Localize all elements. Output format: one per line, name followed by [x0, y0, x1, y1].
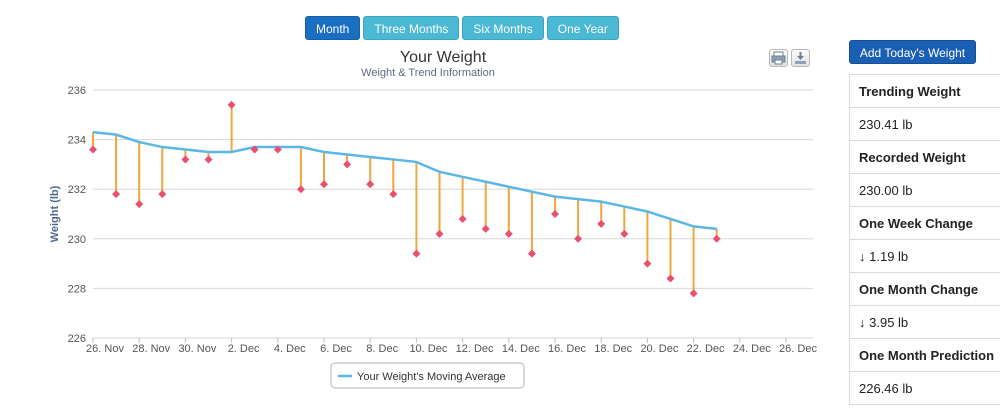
- tab-six-months[interactable]: Six Months: [462, 16, 544, 40]
- recorded-points: [89, 100, 721, 298]
- recorded-point: [366, 180, 375, 189]
- x-tick-label: 12. Dec: [456, 343, 494, 355]
- recorded-point: [296, 185, 305, 194]
- x-tick-label: 18. Dec: [594, 343, 632, 355]
- x-tick-label: 20. Dec: [640, 343, 678, 355]
- x-tick-label: 6. Dec: [320, 343, 352, 355]
- y-tick-label: 226: [68, 333, 86, 345]
- legend-box: [330, 362, 525, 389]
- recorded-point: [412, 249, 421, 258]
- tab-month[interactable]: Month: [305, 16, 361, 40]
- recorded-point: [320, 180, 328, 189]
- one-week-change-label: One Week Change: [849, 207, 1000, 240]
- legend-label: Your Weight's Moving Average: [357, 371, 506, 383]
- recorded-point: [574, 234, 583, 243]
- recorded-point: [620, 229, 629, 238]
- y-tick-label: 236: [68, 85, 86, 97]
- download-icon: [795, 52, 806, 64]
- trending-weight-value: 230.41 lb: [849, 108, 1000, 141]
- recorded-point: [504, 229, 513, 238]
- recorded-point: [250, 145, 259, 154]
- chart-legend[interactable]: Your Weight's Moving Average: [330, 362, 525, 389]
- x-tick-label: 14. Dec: [502, 343, 540, 355]
- recorded-point: [551, 210, 559, 218]
- recorded-weight-value: 230.00 lb: [849, 174, 1000, 207]
- range-tabs: Month Three Months Six Months One Year: [305, 16, 619, 40]
- x-tick-label: 2. Dec: [228, 343, 260, 355]
- print-button[interactable]: [769, 49, 788, 67]
- add-todays-weight-button[interactable]: Add Today's Weight: [849, 40, 976, 64]
- recorded-point: [273, 145, 282, 154]
- recorded-point: [527, 249, 536, 258]
- recorded-point: [158, 190, 167, 199]
- y-tick-label: 234: [68, 135, 86, 147]
- recorded-point: [204, 155, 213, 164]
- weight-chart: Your Weight Weight & Trend Information W…: [49, 49, 817, 389]
- download-button[interactable]: [791, 49, 810, 67]
- one-month-change-value: 3.95 lb: [869, 315, 909, 330]
- y-axis-label: Weight (lb): [49, 185, 61, 242]
- x-tick-label: 26. Dec: [779, 343, 817, 355]
- recorded-point: [435, 229, 444, 238]
- trending-weight-label: Trending Weight: [849, 75, 1000, 108]
- recorded-weight-label: Recorded Weight: [849, 141, 1000, 174]
- one-week-change-value: 1.19 lb: [869, 249, 909, 264]
- x-tick-label: 16. Dec: [548, 343, 586, 355]
- x-tick-label: 26. Nov: [86, 343, 124, 355]
- x-tick-label: 10. Dec: [409, 343, 447, 355]
- weight-chart-svg: Your Weight Weight & Trend Information W…: [49, 49, 817, 389]
- recorded-point: [227, 100, 236, 109]
- one-week-change-row: ↓ 1.19 lb: [849, 240, 1000, 273]
- recorded-point: [481, 224, 490, 233]
- recorded-point: [112, 190, 121, 199]
- one-month-prediction-label: One Month Prediction: [849, 339, 1000, 372]
- summary-panel: Add Today's Weight Trending Weight 230.4…: [849, 40, 1000, 405]
- y-tick-label: 230: [68, 234, 86, 246]
- y-tick-label: 232: [68, 184, 86, 196]
- x-tick-label: 30. Nov: [178, 343, 216, 355]
- deviation-stems: [92, 104, 718, 294]
- one-month-change-row: ↓ 3.95 lb: [849, 306, 1000, 339]
- recorded-point: [181, 155, 190, 164]
- recorded-point: [666, 274, 675, 283]
- down-arrow-icon: ↓: [859, 249, 866, 264]
- recorded-point: [458, 214, 467, 223]
- x-tick-label: 8. Dec: [366, 343, 398, 355]
- x-axis-ticks: 26. Nov 28. Nov 30. Nov 2. Dec 4. Dec 6. Dec 8…: [86, 338, 817, 355]
- recorded-point: [343, 160, 352, 169]
- recorded-point: [597, 219, 606, 228]
- stats-table: Trending Weight 230.41 lb Recorded Weigh…: [849, 74, 1000, 405]
- tab-three-months[interactable]: Three Months: [363, 16, 460, 40]
- one-month-prediction-value: 226.46 lb: [849, 372, 1000, 405]
- grid: [93, 89, 813, 339]
- chart-title: Your Weight: [400, 49, 487, 66]
- recorded-point: [389, 190, 398, 199]
- chart-subtitle: Weight & Trend Information: [361, 67, 495, 79]
- recorded-point: [135, 200, 144, 209]
- recorded-point: [89, 145, 97, 154]
- tab-one-year[interactable]: One Year: [546, 16, 619, 40]
- y-axis-ticks: 226 228 230 232 234 236: [68, 85, 86, 345]
- print-icon: [771, 51, 786, 65]
- x-tick-label: 24. Dec: [733, 343, 771, 355]
- x-tick-label: 22. Dec: [687, 343, 725, 355]
- recorded-point: [643, 259, 652, 268]
- recorded-point: [712, 234, 721, 243]
- y-tick-label: 228: [68, 283, 86, 295]
- x-tick-label: 28. Nov: [132, 343, 170, 355]
- recorded-point: [689, 289, 698, 298]
- x-tick-label: 4. Dec: [274, 343, 306, 355]
- one-month-change-label: One Month Change: [849, 273, 1000, 306]
- down-arrow-icon: ↓: [859, 315, 866, 330]
- trend-line: [92, 130, 717, 231]
